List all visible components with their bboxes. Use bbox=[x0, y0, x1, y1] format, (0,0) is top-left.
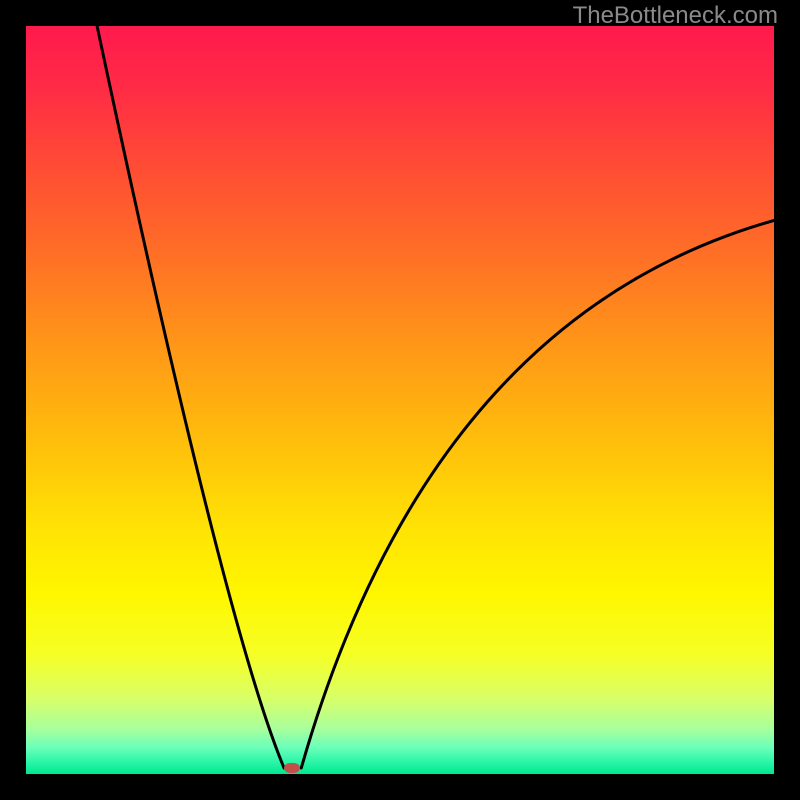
bottleneck-curve bbox=[26, 26, 774, 774]
curve-right-branch bbox=[301, 220, 774, 768]
curve-left-branch bbox=[97, 26, 284, 768]
optimal-point-marker bbox=[284, 763, 300, 773]
watermark-text: TheBottleneck.com bbox=[573, 2, 778, 30]
plot-area bbox=[26, 26, 774, 774]
